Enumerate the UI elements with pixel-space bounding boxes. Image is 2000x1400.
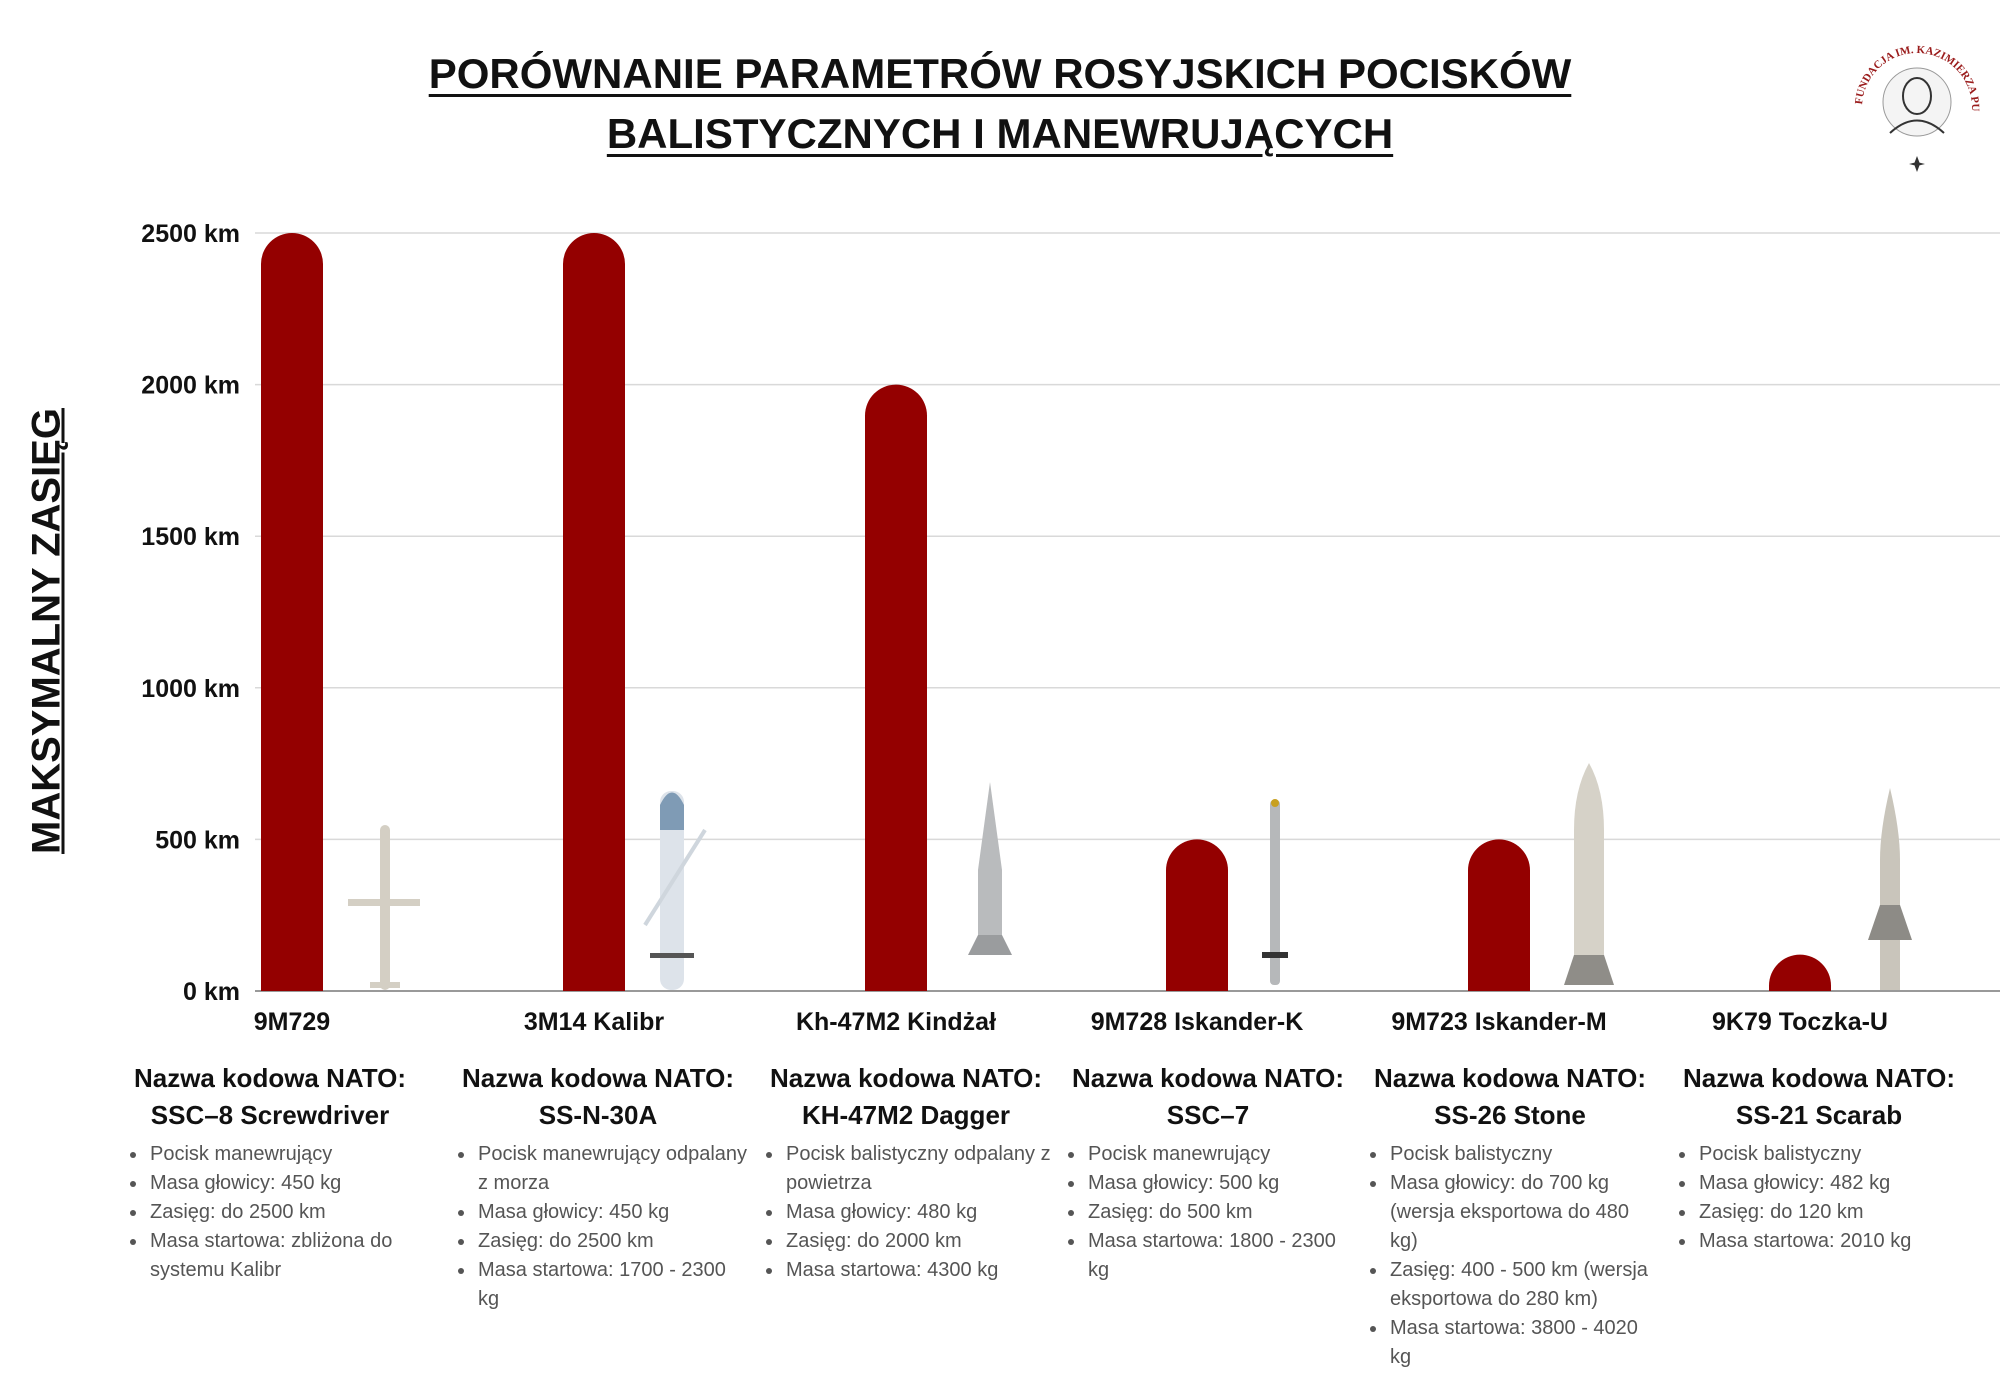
missile-iskander-m-image <box>1564 763 1614 985</box>
x-category-label: 9M729 <box>254 1008 330 1036</box>
foundation-logo: FUNDACJA IM. KAZIMIERZA PUŁASKIEGO <box>1850 38 1981 172</box>
bar <box>261 233 323 991</box>
y-tick-label: 1000 km <box>141 675 240 703</box>
detail-item: Masa startowa: 3800 - 4020 kg <box>1388 1314 1660 1372</box>
y-tick-label: 1500 km <box>141 523 240 551</box>
detail-item: Zasięg: do 2000 km <box>784 1227 1056 1256</box>
detail-item: Masa startowa: zbliżona do systemu Kalib… <box>148 1227 420 1285</box>
chart-title-line-2: BALISTYCZNYCH I MANEWRUJĄCYCH <box>606 110 1394 157</box>
detail-item: Masa głowicy: 482 kg <box>1697 1169 1969 1198</box>
nato-label: Nazwa kodowa NATO: <box>1682 1063 1956 1093</box>
detail-item: Pocisk balistyczny odpalany z powietrza <box>784 1140 1056 1198</box>
x-category-label: 3M14 Kalibr <box>524 1008 665 1036</box>
detail-item: Masa głowicy: 450 kg <box>148 1169 420 1198</box>
bar-chart: 0 km 500 km 1000 km 1500 km 2000 km 2500 km 9M… <box>141 220 2000 1036</box>
bar <box>865 384 927 991</box>
missile-kalibr-image <box>643 791 707 990</box>
missile-iskander-k-image <box>1262 799 1288 985</box>
details-list: Pocisk balistycznyMasa głowicy: 482 kgZa… <box>1669 1140 1969 1256</box>
detail-item: Pocisk manewrujący <box>1086 1140 1358 1169</box>
x-category-label: 9K79 Toczka-U <box>1712 1008 1888 1036</box>
nato-info-column: Nazwa kodowa NATO: SS-26 Stone Pocisk bali… <box>1360 1060 1660 1372</box>
chart-title-line-1: PORÓWNANIE PARAMETRÓW ROSYJSKICH POCISKÓ… <box>428 50 1572 97</box>
missile-toczka-image <box>1868 788 1912 990</box>
detail-item: Masa głowicy: 500 kg <box>1086 1169 1358 1198</box>
nato-name: KH-47M2 Dagger <box>801 1100 1011 1130</box>
y-tick-label: 2500 km <box>141 220 240 248</box>
detail-item: Zasięg: do 2500 km <box>148 1198 420 1227</box>
nato-name: SS-26 Stone <box>1434 1100 1586 1130</box>
nato-label: Nazwa kodowa NATO: <box>1373 1063 1647 1093</box>
missile-kindzhal-image <box>968 782 1012 955</box>
nato-info-column: Nazwa kodowa NATO: SSC–8 Screwdriver Pocis… <box>120 1060 420 1285</box>
nato-label: Nazwa kodowa NATO: <box>461 1063 735 1093</box>
nato-info-column: Nazwa kodowa NATO: SS-N-30A Pocisk manewru… <box>448 1060 748 1314</box>
detail-item: Zasięg: 400 - 500 km (wersja eksportowa … <box>1388 1256 1660 1314</box>
bar <box>1166 839 1228 991</box>
bar <box>563 233 625 991</box>
details-list: Pocisk balistycznyMasa głowicy: do 700 k… <box>1360 1140 1660 1372</box>
detail-item: Masa głowicy: do 700 kg (wersja eksporto… <box>1388 1169 1660 1256</box>
y-tick-label: 500 km <box>155 826 240 854</box>
nato-label: Nazwa kodowa NATO: <box>769 1063 1043 1093</box>
bar <box>1467 839 1530 991</box>
detail-item: Masa startowa: 1800 - 2300 kg <box>1086 1227 1358 1285</box>
missile-9m729-image <box>348 825 420 990</box>
nato-label: Nazwa kodowa NATO: <box>1071 1063 1345 1093</box>
detail-item: Zasięg: do 2500 km <box>476 1227 748 1256</box>
nato-info-column: Nazwa kodowa NATO: KH-47M2 Dagger Pocisk b… <box>756 1060 1056 1285</box>
detail-item: Masa głowicy: 480 kg <box>784 1198 1056 1227</box>
detail-item: Zasięg: do 500 km <box>1086 1198 1358 1227</box>
nato-name: SS-N-30A <box>538 1100 658 1130</box>
nato-name: SS-21 Scarab <box>1735 1100 1903 1130</box>
y-tick-label: 2000 km <box>141 372 240 400</box>
detail-item: Zasięg: do 120 km <box>1697 1198 1969 1227</box>
detail-item: Masa głowicy: 450 kg <box>476 1198 748 1227</box>
details-list: Pocisk manewrujący odpalany z morzaMasa … <box>448 1140 748 1314</box>
detail-item: Pocisk balistyczny <box>1388 1140 1660 1169</box>
missile-images <box>348 763 1912 990</box>
detail-item: Pocisk balistyczny <box>1697 1140 1969 1169</box>
x-category-label: Kh-47M2 Kindżał <box>796 1008 996 1036</box>
nato-name: SSC–7 <box>1166 1100 1250 1130</box>
detail-item: Masa startowa: 1700 - 2300 kg <box>476 1256 748 1314</box>
detail-item: Masa startowa: 4300 kg <box>784 1256 1056 1285</box>
details-list: Pocisk manewrującyMasa głowicy: 500 kgZa… <box>1058 1140 1358 1285</box>
nato-label: Nazwa kodowa NATO: <box>133 1063 407 1093</box>
nato-info-column: Nazwa kodowa NATO: SSC–7 Pocisk manewrując… <box>1058 1060 1358 1285</box>
nato-info-column: Nazwa kodowa NATO: SS-21 Scarab Pocisk bal… <box>1669 1060 1969 1256</box>
detail-item: Masa startowa: 2010 kg <box>1697 1227 1969 1256</box>
x-category-label: 9M723 Iskander-M <box>1391 1008 1606 1036</box>
x-category-label: 9M728 Iskander-K <box>1091 1008 1304 1036</box>
details-list: Pocisk manewrującyMasa głowicy: 450 kgZa… <box>120 1140 420 1285</box>
y-tick-label: 0 km <box>183 978 240 1006</box>
nato-name: SSC–8 Screwdriver <box>150 1100 390 1130</box>
details-list: Pocisk balistyczny odpalany z powietrzaM… <box>756 1140 1056 1285</box>
bar <box>1769 954 1831 991</box>
detail-item: Pocisk manewrujący <box>148 1140 420 1169</box>
detail-item: Pocisk manewrujący odpalany z morza <box>476 1140 748 1198</box>
